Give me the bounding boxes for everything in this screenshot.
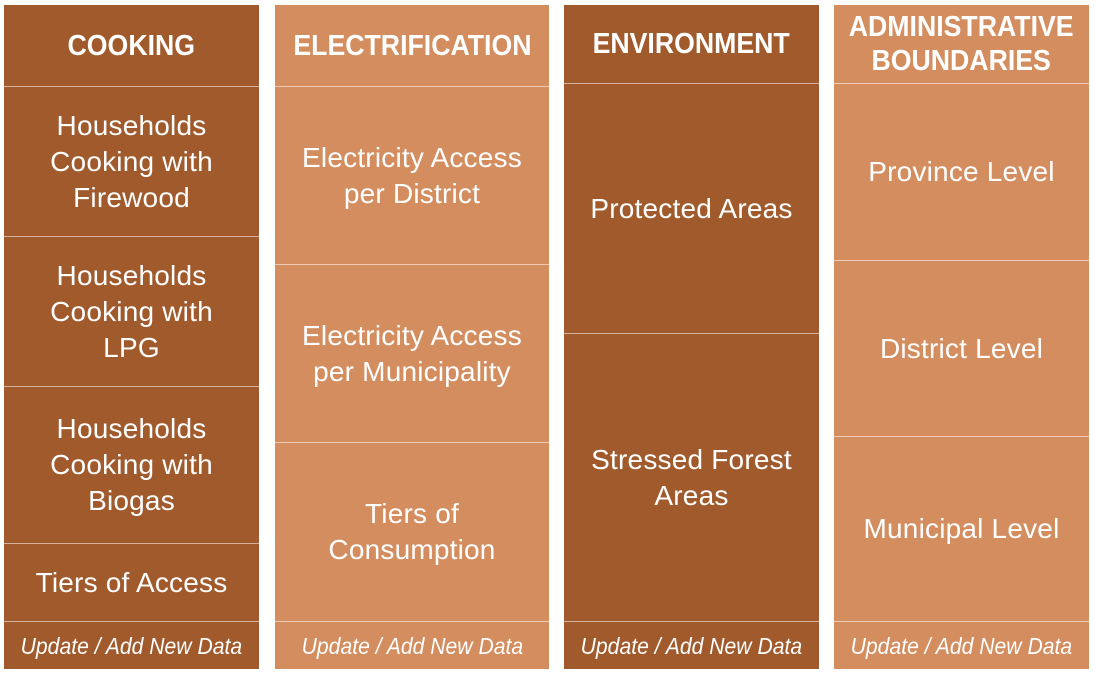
update-data-link-administrative-boundaries[interactable]: Update / Add New Data bbox=[850, 632, 1073, 659]
menu-item-province-level[interactable]: Province Level bbox=[834, 84, 1089, 261]
column-cooking: COOKING Households Cooking with Firewood… bbox=[4, 5, 259, 669]
update-data-link-electrification[interactable]: Update / Add New Data bbox=[301, 632, 523, 659]
menu-item-tiers-of-consumption[interactable]: Tiers of Consumption bbox=[275, 443, 549, 622]
column-administrative-boundaries: ADMINISTRATIVE BOUNDARIES Province Level… bbox=[834, 5, 1089, 669]
menu-item-protected-areas[interactable]: Protected Areas bbox=[564, 84, 819, 334]
column-header-administrative-boundaries: ADMINISTRATIVE BOUNDARIES bbox=[834, 5, 1089, 84]
menu-item-stressed-forest-areas[interactable]: Stressed Forest Areas bbox=[564, 334, 819, 622]
menu-item-electricity-access-district[interactable]: Electricity Access per District bbox=[275, 87, 549, 265]
update-data-link-environment[interactable]: Update / Add New Data bbox=[580, 632, 803, 659]
menu-item-households-cooking-biogas[interactable]: Households Cooking with Biogas bbox=[4, 387, 259, 544]
menu-item-district-level[interactable]: District Level bbox=[834, 261, 1089, 437]
menu-item-households-cooking-firewood[interactable]: Households Cooking with Firewood bbox=[4, 87, 259, 237]
menu-item-tiers-of-access[interactable]: Tiers of Access bbox=[4, 544, 259, 622]
column-header-cooking: COOKING bbox=[4, 5, 259, 87]
column-environment: ENVIRONMENT Protected Areas Stressed For… bbox=[564, 5, 819, 669]
update-data-link-cooking[interactable]: Update / Add New Data bbox=[20, 632, 243, 659]
column-header-electrification: ELECTRIFICATION bbox=[275, 5, 549, 87]
menu-item-households-cooking-lpg[interactable]: Households Cooking with LPG bbox=[4, 237, 259, 387]
column-electrification: ELECTRIFICATION Electricity Access per D… bbox=[275, 5, 549, 669]
menu-item-electricity-access-municipality[interactable]: Electricity Access per Municipality bbox=[275, 265, 549, 443]
menu-item-municipal-level[interactable]: Municipal Level bbox=[834, 437, 1089, 622]
column-header-environment: ENVIRONMENT bbox=[564, 5, 819, 84]
